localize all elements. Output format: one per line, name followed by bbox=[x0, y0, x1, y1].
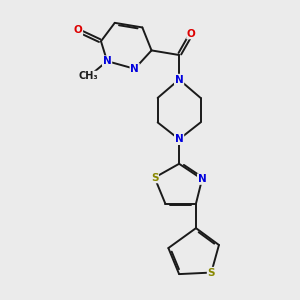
Text: N: N bbox=[198, 174, 206, 184]
Text: O: O bbox=[74, 26, 82, 35]
Text: O: O bbox=[187, 28, 196, 39]
Text: N: N bbox=[130, 64, 139, 74]
Text: S: S bbox=[151, 172, 158, 183]
Text: N: N bbox=[103, 56, 112, 66]
Text: N: N bbox=[175, 134, 184, 144]
Text: S: S bbox=[208, 268, 215, 278]
Text: CH₃: CH₃ bbox=[79, 71, 98, 82]
Text: N: N bbox=[175, 74, 184, 85]
